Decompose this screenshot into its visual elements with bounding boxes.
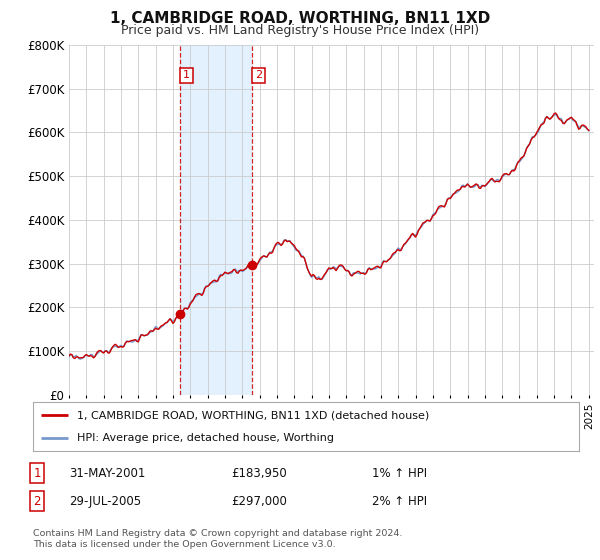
Text: £183,950: £183,950: [231, 466, 287, 480]
Bar: [180, 45, 253, 395]
Text: Contains HM Land Registry data © Crown copyright and database right 2024.: Contains HM Land Registry data © Crown c…: [33, 529, 403, 538]
Text: 1, CAMBRIDGE ROAD, WORTHING, BN11 1XD (detached house): 1, CAMBRIDGE ROAD, WORTHING, BN11 1XD (d…: [77, 410, 429, 421]
Text: 2: 2: [34, 494, 41, 508]
Text: 2% ↑ HPI: 2% ↑ HPI: [372, 494, 427, 508]
Text: Price paid vs. HM Land Registry's House Price Index (HPI): Price paid vs. HM Land Registry's House …: [121, 24, 479, 37]
Text: 2: 2: [255, 71, 262, 81]
Text: 29-JUL-2005: 29-JUL-2005: [69, 494, 141, 508]
Text: 1: 1: [183, 71, 190, 81]
Text: 1% ↑ HPI: 1% ↑ HPI: [372, 466, 427, 480]
Text: 1: 1: [34, 466, 41, 480]
Text: 1, CAMBRIDGE ROAD, WORTHING, BN11 1XD: 1, CAMBRIDGE ROAD, WORTHING, BN11 1XD: [110, 11, 490, 26]
Text: 31-MAY-2001: 31-MAY-2001: [69, 466, 145, 480]
Text: HPI: Average price, detached house, Worthing: HPI: Average price, detached house, Wort…: [77, 433, 334, 444]
Text: £297,000: £297,000: [231, 494, 287, 508]
Text: This data is licensed under the Open Government Licence v3.0.: This data is licensed under the Open Gov…: [33, 540, 335, 549]
